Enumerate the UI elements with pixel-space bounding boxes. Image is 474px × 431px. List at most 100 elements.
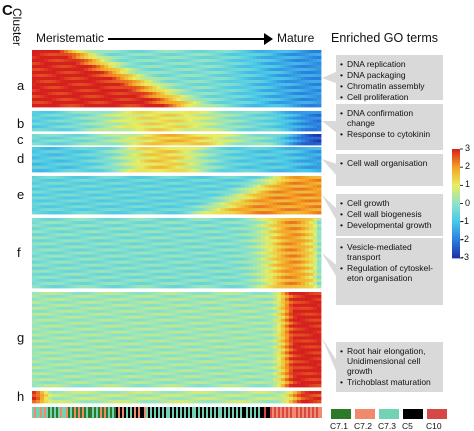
- heatmap-cell-b: [192, 111, 197, 115]
- heatmap-cell-e: [40, 190, 45, 194]
- heatmap-cell-e: [180, 205, 185, 209]
- heatmap-cell-a: [304, 104, 310, 108]
- heatmap-cell-c: [220, 136, 226, 140]
- heatmap-cell-c: [88, 142, 93, 146]
- heatmap-cell-a: [168, 101, 173, 105]
- heatmap-cell-f: [124, 254, 129, 258]
- heatmap-cell-b: [88, 125, 93, 129]
- heatmap-cell-d: [268, 168, 274, 173]
- heatmap-cell-a: [244, 53, 250, 57]
- heatmap-cell-f: [216, 236, 222, 240]
- heatmap-cell-a: [260, 89, 266, 93]
- heatmap-cell-d: [44, 153, 49, 157]
- heatmap-cell-e: [284, 205, 290, 209]
- heatmap-cell-e: [108, 184, 113, 189]
- heatmap-cell-e: [216, 178, 222, 183]
- heatmap-cell-a: [168, 104, 173, 108]
- heatmap-cell-a: [196, 101, 201, 105]
- heatmap-cell-f: [176, 239, 181, 243]
- heatmap-cell-e: [216, 196, 222, 200]
- heatmap-cell-f: [280, 245, 286, 249]
- heatmap-cell-e: [268, 190, 274, 194]
- heatmap-cell-e: [120, 190, 125, 194]
- heatmap-cell-a: [288, 53, 294, 57]
- heatmap-cell-b: [64, 119, 69, 123]
- heatmap-cell-c: [68, 134, 73, 138]
- heatmap-cell-f: [252, 230, 258, 234]
- heatmap-cell-e: [112, 190, 117, 194]
- heatmap-cell-f: [172, 263, 177, 268]
- heatmap-cell-f: [80, 242, 85, 246]
- heatmap-cell-d: [104, 159, 109, 164]
- heatmap-cell-a: [236, 68, 242, 72]
- heatmap-cell-b: [244, 128, 250, 132]
- heatmap-cell-e: [120, 187, 125, 192]
- heatmap-cell-f: [88, 263, 93, 268]
- heatmap-cell-f: [192, 248, 197, 252]
- heatmap-cell-a: [204, 104, 210, 108]
- heatmap-cell-d: [292, 150, 298, 154]
- heatmap-cell-b: [176, 119, 181, 123]
- heatmap-cell-a: [48, 68, 53, 72]
- heatmap-cell-d: [80, 156, 85, 160]
- heatmap-cell-e: [148, 208, 153, 212]
- heatmap-cell-f: [272, 233, 278, 237]
- heatmap-cell-e: [196, 202, 201, 206]
- heatmap-cell-a: [52, 65, 57, 69]
- heatmap-cell-f: [304, 269, 310, 274]
- heatmap-cell-f: [96, 260, 101, 265]
- heatmap-cell-d: [212, 162, 218, 167]
- heatmap-cell-e: [248, 199, 254, 203]
- heatmap-cell-a: [92, 101, 97, 105]
- heatmap-cell-a: [268, 56, 274, 60]
- heatmap-cell-e: [284, 193, 290, 197]
- heatmap-cell-a: [168, 95, 173, 99]
- heatmap-cell-a: [204, 92, 210, 96]
- heatmap-cell-f: [276, 227, 282, 231]
- heatmap-cell-a: [180, 89, 185, 93]
- heatmap-cell-b: [164, 125, 169, 129]
- heatmap-cell-e: [60, 187, 65, 192]
- heatmap-cell-b: [152, 128, 157, 132]
- heatmap-cell-d: [264, 147, 270, 151]
- heatmap-cell-a: [192, 83, 197, 87]
- heatmap-cell-d: [236, 156, 242, 160]
- heatmap-cell-e: [120, 176, 125, 180]
- heatmap-cell-f: [272, 266, 278, 271]
- heatmap-cell-e: [192, 181, 197, 186]
- heatmap-cell-a: [228, 53, 234, 57]
- heatmap-cell-e: [96, 199, 101, 203]
- heatmap-cell-a: [288, 83, 294, 87]
- heatmap-cell-d: [248, 165, 254, 170]
- heatmap-cell-e: [100, 181, 105, 186]
- heatmap-cell-a: [212, 92, 218, 96]
- heatmap-cell-e: [56, 202, 61, 206]
- heatmap-cell-a: [228, 65, 234, 69]
- heatmap-cell-f: [84, 248, 89, 252]
- heatmap-cell-d: [36, 159, 41, 164]
- heatmap-cell-c: [124, 134, 129, 138]
- heatmap-cell-a: [112, 65, 117, 69]
- heatmap-cell-a: [180, 50, 185, 54]
- heatmap-cell-a: [84, 104, 89, 108]
- heatmap-cell-f: [208, 245, 214, 249]
- heatmap-cell-a: [68, 59, 73, 63]
- heatmap-cell-f: [296, 263, 302, 268]
- heatmap-cell-e: [96, 193, 101, 197]
- heatmap-cell-a: [264, 86, 270, 90]
- heatmap-cell-a: [88, 62, 93, 66]
- heatmap-cell-f: [128, 266, 133, 271]
- heatmap-cell-f: [300, 248, 306, 252]
- heatmap-cell-a: [152, 95, 157, 99]
- heatmap-cell-f: [148, 245, 153, 249]
- heatmap-cell-c: [76, 134, 81, 138]
- heatmap-cell-a: [80, 77, 85, 81]
- heatmap-cell-a: [240, 74, 246, 78]
- heatmap-cell-e: [152, 181, 157, 186]
- heatmap-cell-d: [316, 150, 322, 154]
- heatmap-cell-a: [148, 92, 153, 96]
- heatmap-cell-d: [88, 150, 93, 154]
- heatmap-cell-f: [308, 230, 314, 234]
- heatmap-cell-f: [232, 218, 238, 222]
- heatmap-cell-b: [216, 116, 222, 120]
